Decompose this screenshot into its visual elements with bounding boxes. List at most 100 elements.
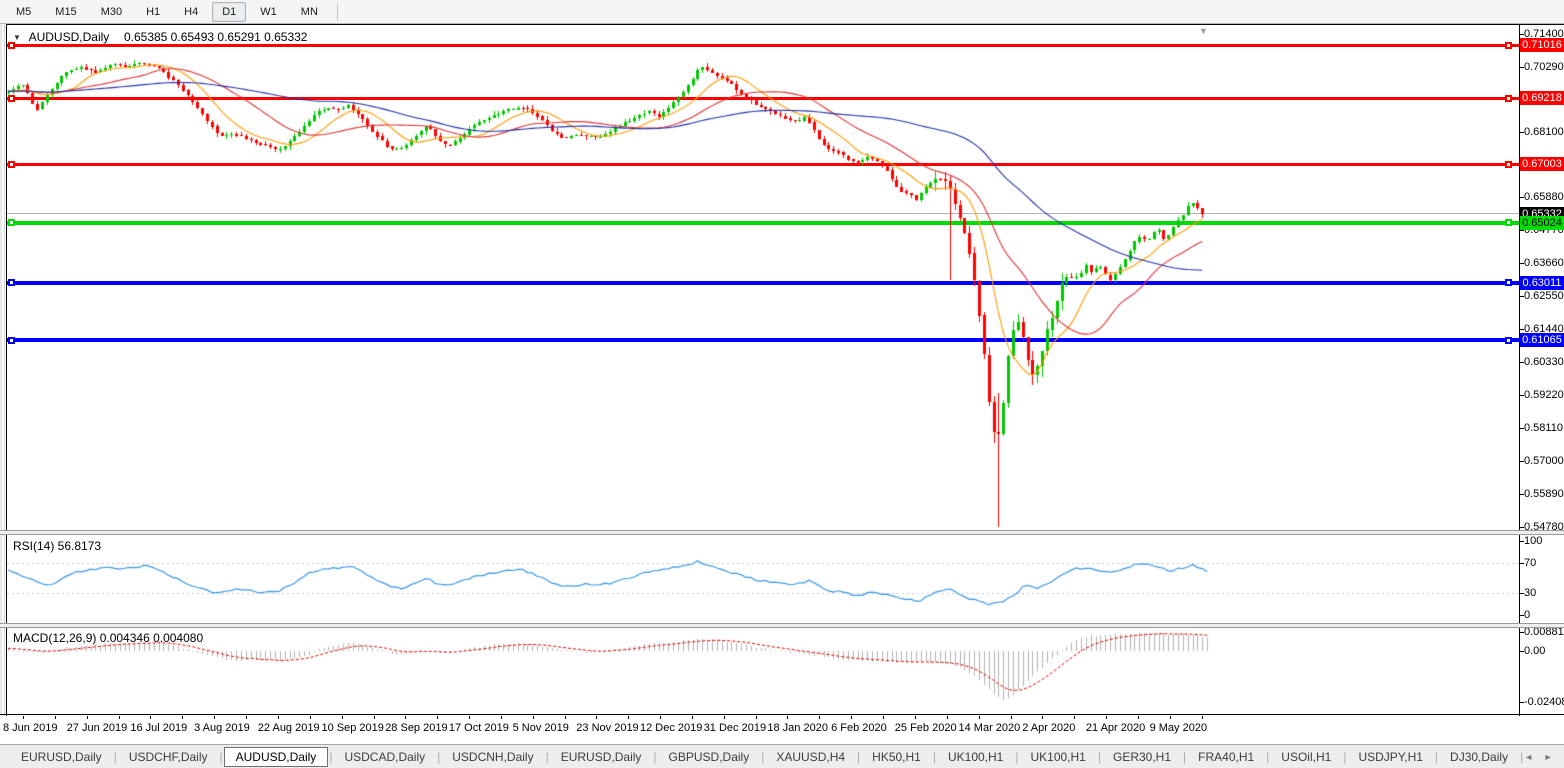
price-tick-label: 0.61440	[1524, 323, 1564, 336]
pane-splitter-macd[interactable]	[0, 623, 1564, 628]
chart-tab-usdcnh-daily[interactable]: USDCNH,Daily	[452, 749, 534, 764]
price-tick-label: 0.63660	[1524, 257, 1564, 270]
date-label: 22 Aug 2019	[257, 722, 320, 734]
tab-separator: |	[437, 749, 441, 764]
date-label: 16 Jul 2019	[130, 722, 188, 734]
chart-tab-fra40-h1[interactable]: FRA40,H1	[1198, 749, 1255, 764]
timeframe-button-mn[interactable]: MN	[300, 5, 318, 18]
chart-window: ▼ AUDUSD,Daily 0.65385 0.65493 0.65291 0…	[0, 24, 1564, 744]
price-tick-label: 0.58110	[1524, 421, 1563, 434]
price-tick-label: 0.65880	[1524, 191, 1564, 204]
date-tick-mark	[405, 716, 407, 719]
date-tick-mark	[150, 716, 152, 719]
date-tick-mark	[851, 716, 853, 719]
date-label: 21 Apr 2020	[1085, 722, 1146, 734]
tab-separator: |	[113, 749, 117, 764]
date-label: 31 Dec 2019	[703, 722, 767, 734]
pane-splitter-rsi[interactable]	[0, 530, 1564, 535]
timeframe-button-d1[interactable]: D1	[212, 1, 247, 22]
chart-tab-hk50-h1[interactable]: HK50,H1	[872, 749, 921, 764]
rsi-axis-label: 0	[1524, 609, 1531, 621]
date-tick-mark	[500, 716, 502, 719]
chart-tab-xauusd-h4[interactable]: XAUUSD,H4	[776, 749, 846, 764]
price-tick-mark	[1519, 460, 1524, 462]
price-tick-mark	[1519, 427, 1524, 429]
timeframe-button-m30[interactable]: M30	[100, 5, 123, 18]
macd-axis-label: -0.024082	[1524, 696, 1564, 709]
price-badge-0.65024: 0.65024	[1520, 215, 1564, 230]
price-tick-mark	[1519, 131, 1524, 133]
date-tick-mark	[182, 716, 184, 719]
date-label: 23 Nov 2019	[576, 722, 639, 734]
timeframe-button-m15[interactable]: M15	[55, 5, 77, 18]
date-tick-mark	[787, 716, 789, 719]
rsi-pane-canvas[interactable]	[7, 535, 1519, 623]
chart-tab-eurusd-daily[interactable]: EURUSD,Daily	[21, 749, 102, 764]
macd-pane-bottom-border	[0, 714, 1564, 715]
chart-tab-usdchf-daily[interactable]: USDCHF,Daily	[128, 749, 208, 764]
date-tick-mark	[1105, 716, 1107, 719]
date-tick-mark	[1201, 716, 1203, 719]
date-label: 10 Sep 2019	[321, 722, 384, 734]
price-badge-0.69218: 0.69218	[1520, 91, 1564, 106]
price-tick-mark	[1519, 329, 1524, 331]
timeframe-button-m5[interactable]: M5	[16, 5, 32, 18]
date-tick-mark	[86, 716, 88, 719]
date-tick-mark	[978, 716, 980, 719]
chart-tab-uk100-h1[interactable]: UK100,H1	[947, 749, 1004, 764]
chart-tab-dj30-daily[interactable]: DJ30,Daily	[1450, 749, 1509, 764]
date-tick-mark	[532, 716, 534, 719]
date-tick-mark	[341, 716, 343, 719]
date-label: 3 Aug 2019	[194, 722, 250, 734]
chart-tab-ger30-h1[interactable]: GER30,H1	[1112, 749, 1172, 764]
date-tick-mark	[277, 716, 279, 719]
chart-tab-audusd-daily[interactable]: AUDUSD,Daily	[223, 746, 329, 767]
chart-tab-usoil-h1[interactable]: USOil,H1	[1281, 749, 1332, 764]
toolbar-separator	[336, 2, 338, 21]
timeframe-button-h4[interactable]: H4	[184, 5, 199, 18]
date-label: 27 Jun 2019	[66, 722, 128, 734]
tab-separator: |	[1343, 749, 1347, 764]
macd-tick-mark	[1519, 651, 1524, 652]
date-tick-mark	[596, 716, 598, 719]
date-label: 2 Apr 2020	[1022, 722, 1076, 734]
date-label: 6 Feb 2020	[831, 722, 887, 734]
price-tick-label: 0.54780	[1524, 520, 1564, 533]
rsi-axis-label: 100	[1524, 535, 1543, 547]
tab-scroll-arrows[interactable]: ◄ ►	[1524, 751, 1557, 762]
rsi-tick-mark	[1519, 541, 1524, 542]
price-badge-0.67003: 0.67003	[1520, 157, 1564, 172]
date-tick-mark	[755, 716, 757, 719]
price-badge-0.63011: 0.63011	[1520, 275, 1564, 290]
chart-tab-gbpusd-daily[interactable]: GBPUSD,Daily	[668, 749, 750, 764]
price-tick-label: 0.57000	[1524, 454, 1564, 467]
date-tick-mark	[55, 716, 56, 719]
price-tick-mark	[1519, 230, 1524, 232]
tab-separator: |	[761, 749, 765, 764]
macd-tick-mark	[1519, 632, 1524, 634]
chart-tab-usdcad-daily[interactable]: USDCAD,Daily	[344, 749, 426, 764]
tab-separator: |	[932, 749, 936, 764]
chart-tab-eurusd-daily[interactable]: EURUSD,Daily	[560, 749, 642, 764]
rsi-tick-mark	[1519, 592, 1524, 594]
price-axis[interactable]	[1520, 25, 1564, 716]
macd-pane-canvas[interactable]	[7, 628, 1519, 714]
price-tick-label: 0.55890	[1524, 487, 1564, 500]
price-chart-canvas[interactable]	[7, 25, 1519, 530]
date-label: 25 Feb 2020	[894, 722, 957, 734]
chart-title: ▼ AUDUSD,Daily 0.65385 0.65493 0.65291 0…	[13, 30, 307, 44]
timeframe-button-w1[interactable]: W1	[260, 5, 277, 18]
scroll-to-end-icon[interactable]: ▼	[1199, 26, 1208, 36]
chart-tab-usdjpy-h1[interactable]: USDJPY,H1	[1358, 749, 1423, 764]
date-label: 18 Jan 2020	[767, 722, 828, 734]
tab-separator: |	[1183, 749, 1187, 764]
tab-separator: |	[1434, 749, 1439, 764]
date-tick-mark	[946, 716, 948, 719]
date-tick-mark	[437, 716, 439, 719]
date-tick-mark	[914, 716, 916, 719]
chart-tab-uk100-h1[interactable]: UK100,H1	[1030, 749, 1086, 764]
date-axis[interactable]: 8 Jun 2019 27 Jun 2019 16 Jul 2019 3 Aug 20…	[0, 716, 1564, 740]
timeframe-button-h1[interactable]: H1	[146, 5, 161, 18]
price-tick-mark	[1519, 66, 1524, 68]
tab-separator: |	[857, 749, 861, 764]
